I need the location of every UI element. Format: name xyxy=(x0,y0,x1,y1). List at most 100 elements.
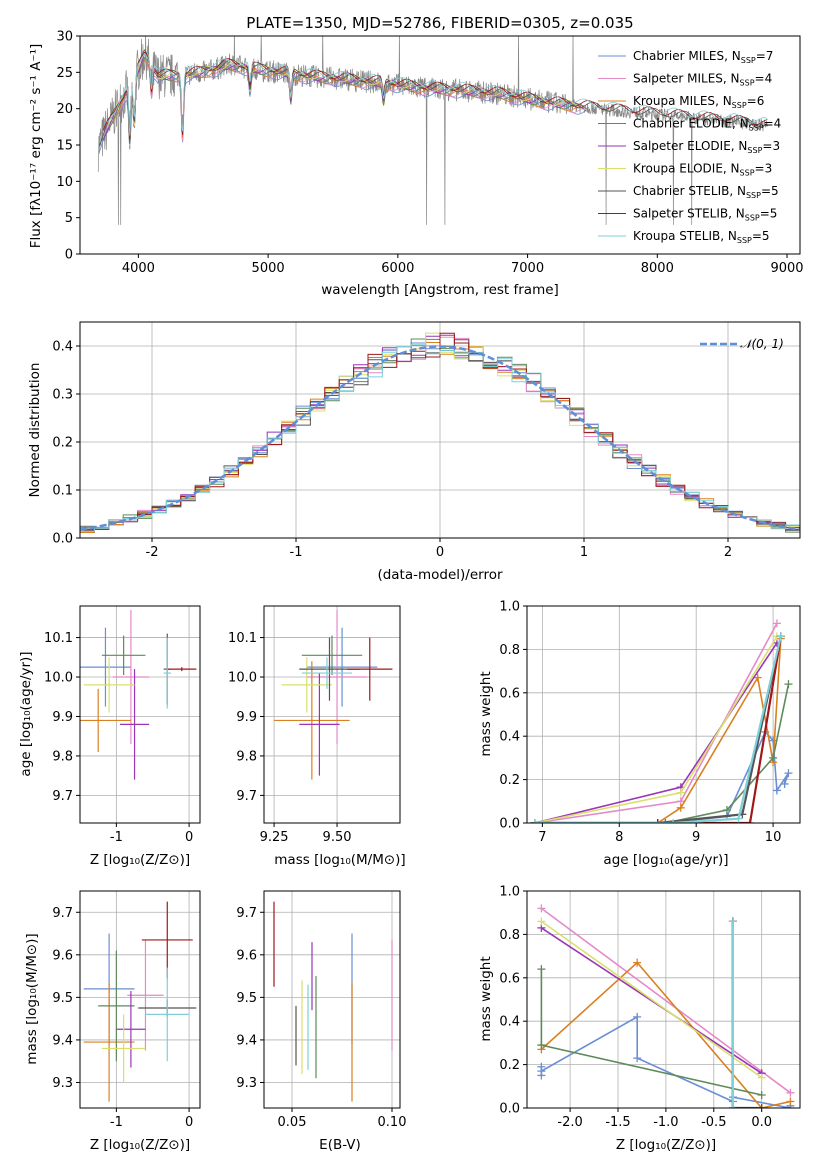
data-point-marker xyxy=(676,788,685,797)
model-spectrum-line xyxy=(106,53,768,136)
y-tick-label: 0.4 xyxy=(499,1015,520,1030)
x-tick-label: -1 xyxy=(110,1115,123,1130)
y-tick-label: 0.8 xyxy=(499,928,520,943)
x-tick-label: 8000 xyxy=(641,261,674,276)
mass_vs_Z-frame: -1 0 9.3 9.4 9.5 9.6 9.7 xyxy=(52,890,201,1130)
y-tick-label: 25 xyxy=(56,66,73,81)
y-tick-label: 9.8 xyxy=(236,749,257,764)
mwAge-ylabel: mass weight xyxy=(478,671,494,756)
massZ-ylabel: mass [log₁₀(M/M⊙)] xyxy=(24,933,40,1064)
series-line xyxy=(540,920,763,1079)
x-tick-label: 9000 xyxy=(770,261,803,276)
data-point-marker xyxy=(728,917,737,926)
massZ-xlabel: Z [log₁₀(Z/Z⊙)] xyxy=(90,1137,190,1153)
age_vs_Z-frame: -1 0 9.7 9.8 9.9 10.0 10.1 xyxy=(44,605,201,845)
y-tick-label: 10.0 xyxy=(228,671,257,686)
x-tick-label: 7 xyxy=(538,830,546,845)
y-tick-label: 0.6 xyxy=(499,686,520,701)
axes-frame xyxy=(263,605,401,824)
y-tick-label: 0.2 xyxy=(52,436,73,451)
data-point-marker xyxy=(757,1073,766,1082)
x-tick-label: 0.0 xyxy=(751,1115,772,1130)
y-tick-label: 10.1 xyxy=(44,631,73,646)
spectrum-xlabel: wavelength [Angstrom, rest frame] xyxy=(321,282,559,298)
mass_weight_vs_age-plot xyxy=(530,619,793,823)
mass_weight_vs_Z-plot xyxy=(537,904,795,1108)
mass_vs_ebv-frame: 0.05 0.10 9.3 9.4 9.5 9.6 9.7 xyxy=(236,890,406,1130)
y-tick-label: 9.7 xyxy=(52,906,73,921)
y-tick-label: 0.4 xyxy=(52,340,73,355)
data-point-marker xyxy=(786,1088,795,1097)
y-tick-label: 10 xyxy=(56,175,73,190)
series-line xyxy=(540,907,791,1094)
y-tick-label: 0.0 xyxy=(52,532,73,547)
x-tick-label: 9 xyxy=(692,830,700,845)
data-point-marker xyxy=(530,819,539,823)
y-tick-label: 9.4 xyxy=(236,1033,257,1048)
histogram-series xyxy=(80,344,800,538)
y-tick-label: 0.2 xyxy=(499,1058,520,1073)
y-tick-label: 15 xyxy=(56,139,73,154)
y-tick-label: 9.4 xyxy=(52,1033,73,1048)
data-point-marker xyxy=(669,819,678,823)
legend-label: Salpeter MILES, NSSP=4 xyxy=(633,72,772,88)
y-tick-label: 0 xyxy=(65,248,73,263)
y-tick-label: 1.0 xyxy=(499,885,520,900)
x-tick-label: -2 xyxy=(146,545,159,560)
y-tick-label: 10.0 xyxy=(44,671,73,686)
y-tick-label: 9.9 xyxy=(236,710,257,725)
data-point-marker xyxy=(728,1104,737,1108)
data-point-marker xyxy=(769,736,778,745)
data-point-marker xyxy=(537,1041,546,1050)
histogram-series xyxy=(80,332,800,538)
y-tick-label: 9.7 xyxy=(236,906,257,921)
data-point-marker xyxy=(722,805,731,814)
y-tick-label: 30 xyxy=(56,30,73,45)
y-tick-label: 0.2 xyxy=(499,773,520,788)
x-tick-label: -1 xyxy=(290,545,303,560)
mwZ-xlabel: Z [log₁₀(Z/Z⊙)] xyxy=(616,1137,716,1153)
axes-frame xyxy=(526,605,801,824)
y-tick-label: 9.6 xyxy=(236,948,257,963)
x-tick-label: -1 xyxy=(110,830,123,845)
age_vs_mass-plot xyxy=(274,609,393,780)
y-tick-label: 0.0 xyxy=(499,1102,520,1117)
residuals-ylabel: Normed distribution xyxy=(27,363,43,498)
x-tick-label: 10 xyxy=(765,830,782,845)
axes-frame xyxy=(526,890,801,1109)
data-point-marker xyxy=(633,1054,642,1063)
series-line xyxy=(534,636,782,823)
axes-frame xyxy=(263,890,401,1109)
mass_weight_vs_Z-frame: -2.0 -1.5 -1.0 -0.5 0.0 0.0 0.2 0.4 0.6 0.8 1.0 xyxy=(499,885,801,1130)
data-point-marker xyxy=(633,1012,642,1021)
residuals-plot xyxy=(80,332,800,538)
series-line xyxy=(534,636,782,823)
x-tick-label: 5000 xyxy=(252,261,285,276)
data-point-marker xyxy=(537,917,546,926)
mass_vs_Z-axes xyxy=(80,891,200,1108)
x-tick-label: -1.0 xyxy=(653,1115,678,1130)
data-point-marker xyxy=(537,965,546,974)
data-point-marker xyxy=(757,1090,766,1099)
residuals-legend: 𝒩(0, 1) xyxy=(700,337,784,351)
mwZ-ylabel: mass weight xyxy=(478,956,494,1041)
data-point-marker xyxy=(769,753,778,762)
axes-frame xyxy=(79,890,201,1109)
model-spectrum-line xyxy=(99,49,768,147)
data-point-marker xyxy=(772,619,781,628)
x-tick-label: -2.0 xyxy=(557,1115,582,1130)
y-tick-label: 0.6 xyxy=(499,971,520,986)
spectrum-legend: Chabrier MILES, NSSP=7 Salpeter MILES, N… xyxy=(598,49,781,245)
x-tick-label: -0.5 xyxy=(701,1115,726,1130)
legend-label: Kroupa STELIB, NSSP=5 xyxy=(633,229,770,245)
legend-label: 𝒩(0, 1) xyxy=(740,337,784,351)
data-point-marker xyxy=(776,632,785,641)
data-point-marker xyxy=(734,814,743,823)
spectrum-frame: 4000 5000 6000 7000 8000 9000 0 5 10 15 20 25 30 xyxy=(56,30,803,277)
y-tick-label: 9.8 xyxy=(52,749,73,764)
series-line xyxy=(534,683,790,823)
legend-label: Chabrier MILES, NSSP=7 xyxy=(633,49,773,65)
mwAge-xlabel: age [log₁₀(age/yr)] xyxy=(603,852,728,868)
mass_weight_vs_age-axes xyxy=(527,605,800,824)
legend-label: Salpeter ELODIE, NSSP=3 xyxy=(633,139,780,155)
